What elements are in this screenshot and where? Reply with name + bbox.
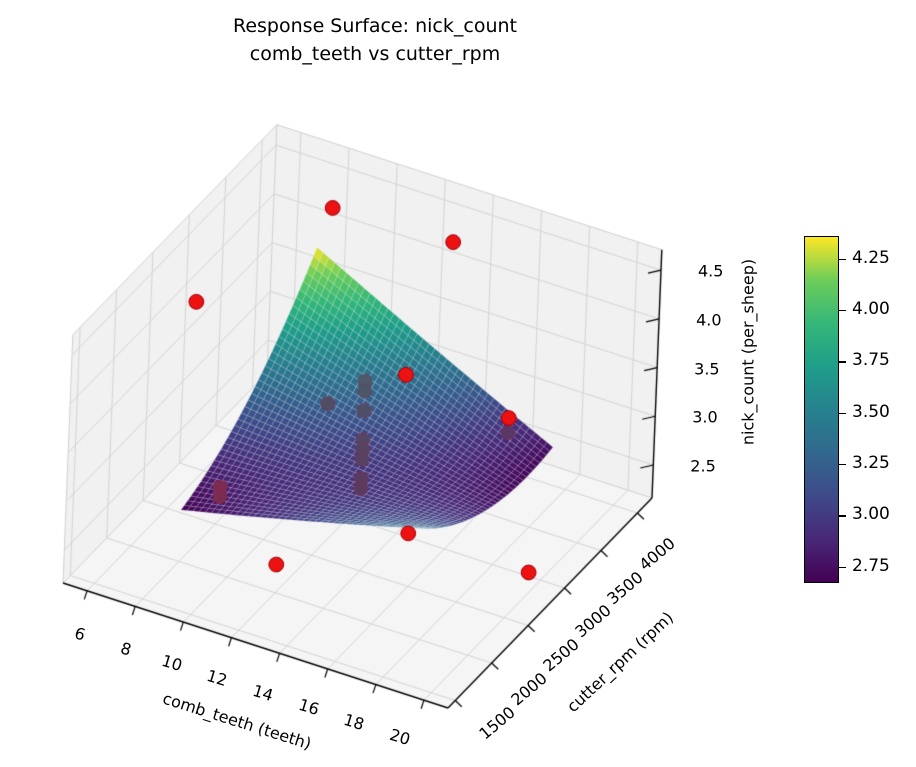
z-tick-label: 4.0 (696, 310, 722, 330)
colorbar-tick-label: 2.75 (852, 555, 890, 576)
chart-title-line1: Response Surface: nick_count (233, 15, 517, 37)
chart-title: Response Surface: nick_count comb_teeth … (0, 12, 750, 68)
z-axis-label: nick_count (per_sheep) (738, 258, 758, 446)
colorbar-tick-mark (839, 309, 846, 312)
colorbar-tick-label: 3.25 (852, 452, 890, 473)
colorbar-tick-mark (839, 258, 846, 260)
colorbar-tick-label: 4.25 (852, 247, 890, 268)
colorbar-tick-mark (839, 515, 846, 517)
z-tick-label: 3.0 (692, 407, 718, 427)
chart-title-line2: comb_teeth vs cutter_rpm (249, 43, 501, 65)
colorbar-tick-mark (839, 361, 846, 363)
colorbar-tick-label: 3.50 (852, 401, 890, 422)
colorbar (804, 236, 839, 583)
z-tick-label: 3.5 (694, 359, 720, 379)
colorbar-tick-mark (839, 412, 846, 414)
colorbar-tick-label: 3.00 (852, 504, 890, 525)
colorbar-tick-mark (839, 463, 846, 466)
colorbar-tick-mark (839, 566, 846, 568)
colorbar-tick-label: 4.00 (852, 298, 890, 319)
colorbar-tick-label: 3.75 (852, 350, 890, 371)
z-tick-label: 4.5 (698, 261, 724, 281)
z-tick-label: 2.5 (690, 456, 716, 476)
